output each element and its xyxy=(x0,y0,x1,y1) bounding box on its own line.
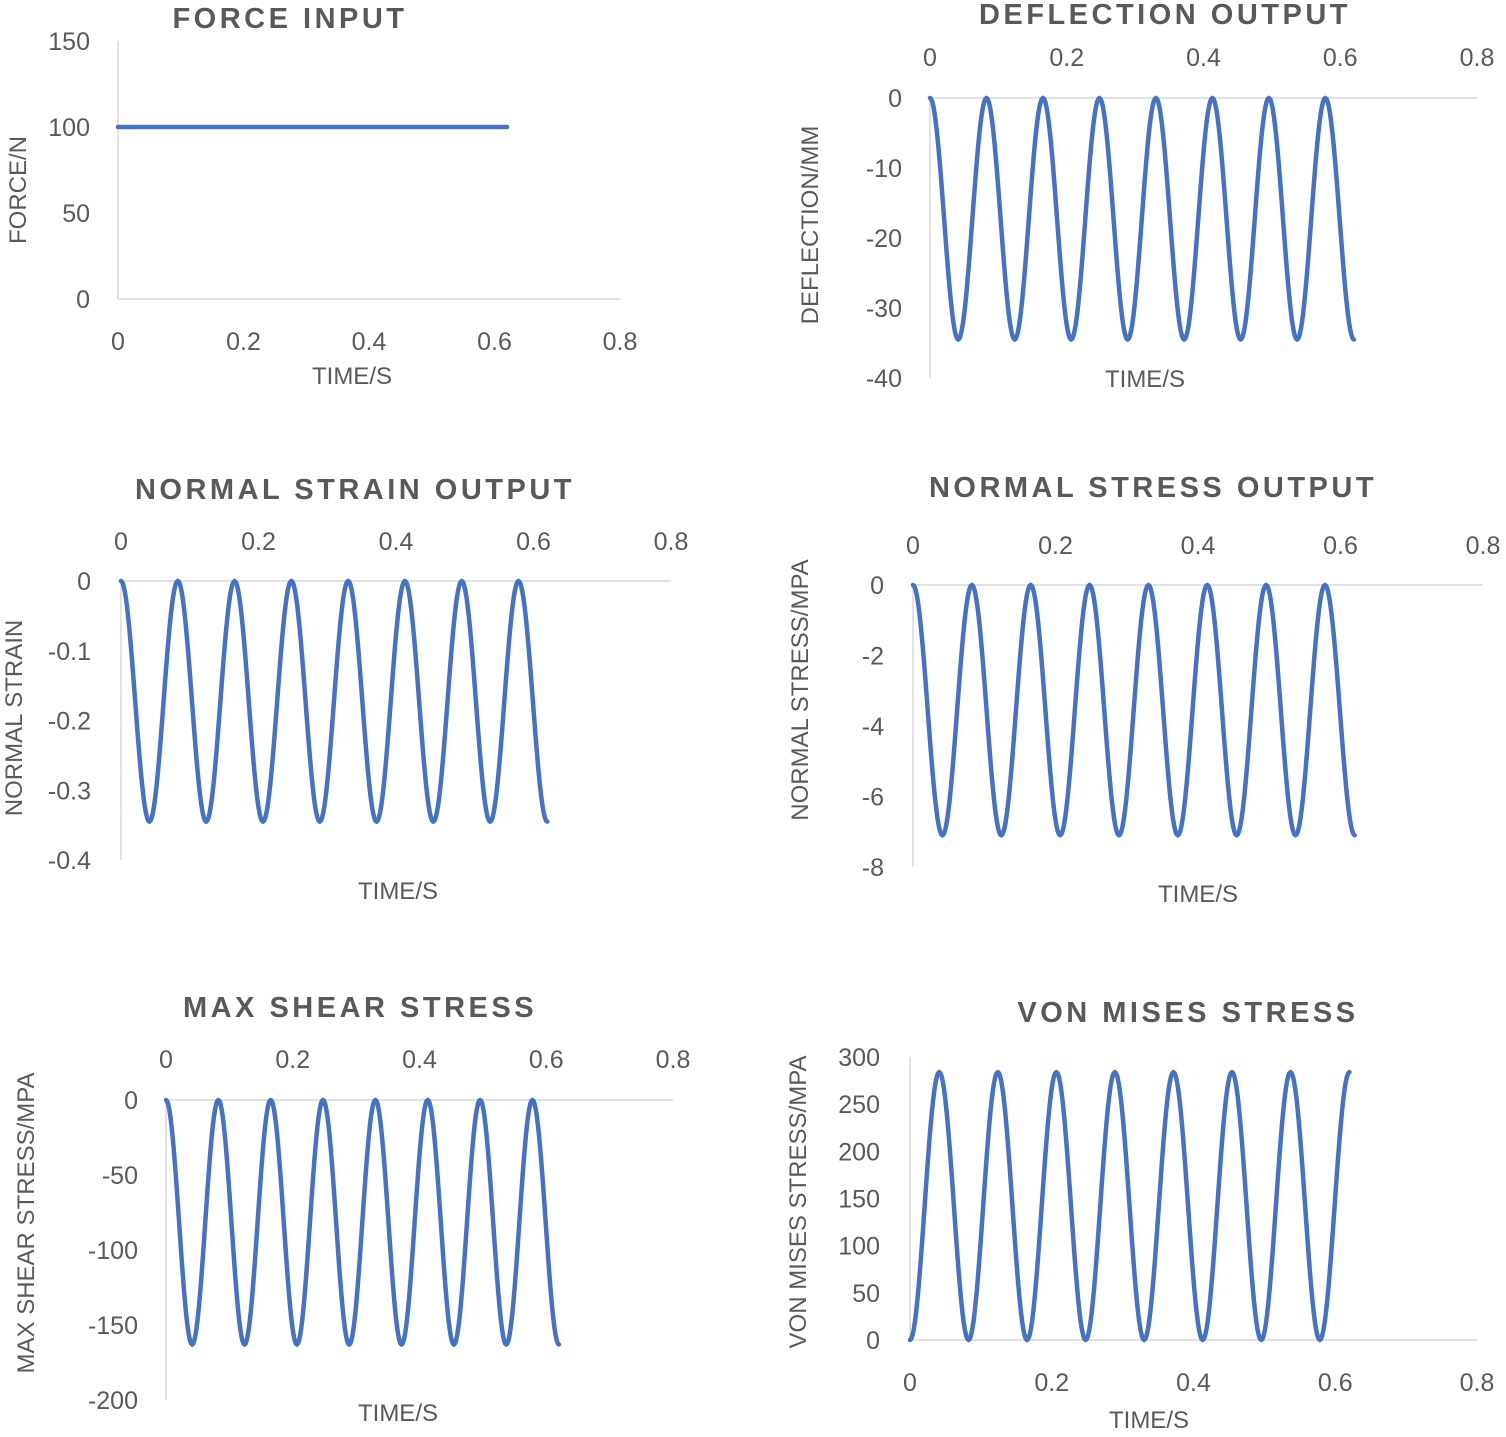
x-tick-label: 0 xyxy=(906,532,920,560)
x-tick-label: 0.6 xyxy=(516,528,551,556)
chart-title: MAX SHEAR STRESS xyxy=(183,992,537,1024)
chart-5: MAX SHEAR STRESS 0 -50 -100 -150 -200 0 0.2 0.4 0… xyxy=(13,992,690,1427)
x-tick-label: 0.4 xyxy=(1186,44,1221,72)
x-tick-label: 0 xyxy=(923,44,937,72)
x-tick-label: 0.2 xyxy=(275,1046,310,1074)
x-axis-title: TIME/S xyxy=(358,878,438,905)
y-tick-label: 50 xyxy=(62,200,90,228)
y-axis-title: DEFLECTION/MM xyxy=(797,126,824,325)
x-axis-title: TIME/S xyxy=(358,1400,438,1427)
x-tick-label: 0.8 xyxy=(603,328,638,356)
x-tick-label: 0.6 xyxy=(1318,1369,1353,1397)
chart-title: NORMAL STRAIN OUTPUT xyxy=(135,474,575,506)
y-tick-label: 200 xyxy=(838,1138,880,1166)
x-tick-label: 0.4 xyxy=(402,1046,437,1074)
y-tick-label: -0.2 xyxy=(48,708,91,736)
y-tick-label: 300 xyxy=(838,1044,880,1072)
y-axis-title: MAX SHEAR STRESS/MPA xyxy=(13,1073,40,1374)
x-tick-label: 0.2 xyxy=(1049,44,1084,72)
y-tick-label: -10 xyxy=(866,155,902,183)
series-line xyxy=(927,95,1357,342)
x-tick-label: 0.4 xyxy=(379,528,414,556)
y-axis-title: VON MISES STRESS/MPA xyxy=(785,1056,812,1349)
y-tick-label: 150 xyxy=(838,1186,880,1214)
y-tick-label: 0 xyxy=(76,286,90,314)
chart-title: NORMAL STRESS OUTPUT xyxy=(929,472,1377,504)
x-tick-label: 0.2 xyxy=(1038,532,1073,560)
y-tick-label: 250 xyxy=(838,1091,880,1119)
chart-title: FORCE INPUT xyxy=(172,3,407,35)
x-tick-label: 0.8 xyxy=(1460,1369,1495,1397)
chart-1: FORCE INPUT 150 100 50 00 0.2 0.4 0.6 0.8 TIME/S F… xyxy=(5,3,637,390)
x-axis-title: TIME/S xyxy=(1109,1407,1189,1434)
chart-title: DEFLECTION OUTPUT xyxy=(979,0,1351,31)
y-tick-label: 0 xyxy=(870,572,884,600)
x-tick-label: 0 xyxy=(159,1046,173,1074)
y-tick-label: -40 xyxy=(866,365,902,393)
y-tick-label: -20 xyxy=(866,225,902,253)
y-tick-label: -0.3 xyxy=(48,777,91,805)
chart-4: NORMAL STRESS OUTPUT 0 -2 -4 -6 -8 0 0.2 0.4 0.6 0… xyxy=(787,472,1500,908)
chart-6: VON MISES STRESS 300 250 200 150 100 50 00 0.2 0.… xyxy=(785,997,1494,1434)
chart-2: DEFLECTION OUTPUT 0 -10 -20 -30 -40 0 0.2 0.4 0.6… xyxy=(797,0,1494,393)
y-tick-label: 0 xyxy=(77,568,91,596)
x-axis-title: TIME/S xyxy=(1105,366,1185,393)
series-line xyxy=(163,1097,562,1347)
y-tick-label: 0 xyxy=(124,1087,138,1115)
y-tick-label: -8 xyxy=(862,854,884,882)
x-tick-label: 0 xyxy=(114,528,128,556)
y-tick-label: 100 xyxy=(838,1233,880,1261)
y-axis-title: NORMAL STRESS/MPA xyxy=(787,559,814,820)
series-line xyxy=(907,1069,1352,1343)
x-tick-label: 0.2 xyxy=(1034,1369,1069,1397)
x-axis-title: TIME/S xyxy=(1158,881,1238,908)
x-tick-label: 0.8 xyxy=(1460,44,1495,72)
y-tick-label: -50 xyxy=(102,1162,138,1190)
y-tick-label: 50 xyxy=(852,1280,880,1308)
x-tick-label: 0.2 xyxy=(226,328,261,356)
y-tick-label: -6 xyxy=(862,784,884,812)
y-tick-label: -30 xyxy=(866,295,902,323)
y-tick-label: -0.4 xyxy=(48,847,91,875)
y-tick-label: 0 xyxy=(866,1327,880,1355)
y-tick-label: 100 xyxy=(48,114,90,142)
x-tick-label: 0.6 xyxy=(477,328,512,356)
x-tick-label: 0.6 xyxy=(1323,44,1358,72)
chart-title: VON MISES STRESS xyxy=(1017,997,1358,1029)
x-tick-label: 0.8 xyxy=(656,1046,691,1074)
y-tick-label: -2 xyxy=(862,643,884,671)
y-tick-label: -100 xyxy=(88,1237,138,1265)
x-tick-label: 0 xyxy=(111,328,125,356)
y-tick-label: 150 xyxy=(48,28,90,56)
series-line xyxy=(118,578,550,824)
x-tick-label: 0.4 xyxy=(1176,1369,1211,1397)
x-tick-label: 0.8 xyxy=(1466,532,1501,560)
x-tick-label: 0.6 xyxy=(1323,532,1358,560)
y-axis-title: NORMAL STRAIN xyxy=(1,620,28,816)
x-axis-title: TIME/S xyxy=(312,363,392,390)
y-tick-label: -4 xyxy=(862,713,884,741)
y-tick-label: -150 xyxy=(88,1312,138,1340)
y-tick-label: 0 xyxy=(888,85,902,113)
x-tick-label: 0.6 xyxy=(529,1046,564,1074)
y-tick-label: -200 xyxy=(88,1387,138,1415)
x-tick-label: 0.2 xyxy=(241,528,276,556)
y-axis-title: FORCE/N xyxy=(5,136,32,244)
x-tick-label: 0.4 xyxy=(1181,532,1216,560)
x-tick-label: 0.4 xyxy=(352,328,387,356)
y-tick-label: -0.1 xyxy=(48,638,91,666)
x-tick-label: 0 xyxy=(903,1369,917,1397)
x-tick-label: 0.8 xyxy=(654,528,689,556)
series-line xyxy=(910,582,1357,838)
